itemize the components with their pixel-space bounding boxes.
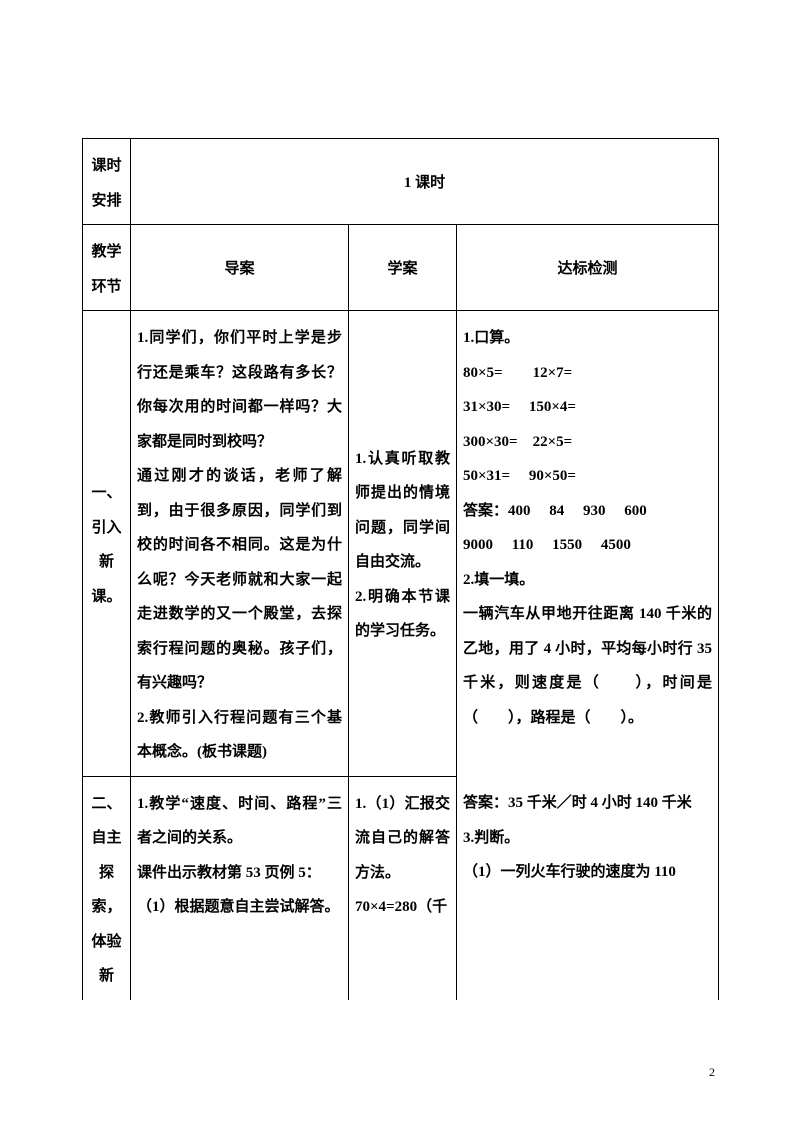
intro-daoan: 1.同学们，你们平时上学是步行还是乘车？这段路有多长？你每次用的时间都一样吗？大… <box>131 311 349 777</box>
c4-l2: 80×5= 12×7= <box>463 356 712 391</box>
intro-dabiao: 1.口算。 80×5= 12×7= 31×30= 150×4= 300×30= … <box>457 311 719 777</box>
c4-l5: 50×31= 90×50= <box>463 459 712 494</box>
c4-l3: 31×30= 150×4= <box>463 390 712 425</box>
header-daoan: 导案 <box>131 225 349 311</box>
value-schedule: 1 课时 <box>131 139 719 225</box>
explore-xuean: 1.（1）汇报交流自己的解答方法。 70×4=280（千 <box>349 776 457 1000</box>
c4b-a: 答案：35 千米／时 4 小时 140 千米 <box>463 786 712 821</box>
c4-l9: 一辆汽车从甲地开往距离 140 千米的乙地，用了 4 小时，平均每小时行 35 … <box>463 597 712 735</box>
header-xuean: 学案 <box>349 225 457 311</box>
page-number: 2 <box>709 1065 715 1080</box>
c4-l7: 9000 110 1550 4500 <box>463 528 712 563</box>
intro-xuean: 1.认真听取教师提出的情境问题，同学间自由交流。 2.明确本节课的学习任务。 <box>349 311 457 777</box>
label-schedule: 课时安排 <box>83 139 131 225</box>
label-intro: 一、引入新课。 <box>83 311 131 777</box>
explore-daoan: 1.教学“速度、时间、路程”三者之间的关系。 课件出示教材第 53 页例 5： … <box>131 776 349 1000</box>
lesson-plan-table: 课时安排 1 课时 教学环节 导案 学案 达标检测 一、引入新课。 1.同学们，… <box>82 138 719 1000</box>
c4-l6: 答案：400 84 930 600 <box>463 494 712 529</box>
c4-l8: 2.填一填。 <box>463 563 712 598</box>
explore-dabiao: 答案：35 千米／时 4 小时 140 千米 3.判断。 （1）一列火车行驶的速… <box>457 776 719 1000</box>
c4b-c: （1）一列火车行驶的速度为 110 <box>463 855 712 890</box>
header-dabiao: 达标检测 <box>457 225 719 311</box>
c4-l1: 1.口算。 <box>463 321 712 356</box>
label-explore: 二、自主探索，体验新 <box>83 776 131 1000</box>
c4b-b: 3.判断。 <box>463 821 712 856</box>
c4-l4: 300×30= 22×5= <box>463 425 712 460</box>
label-section: 教学环节 <box>83 225 131 311</box>
